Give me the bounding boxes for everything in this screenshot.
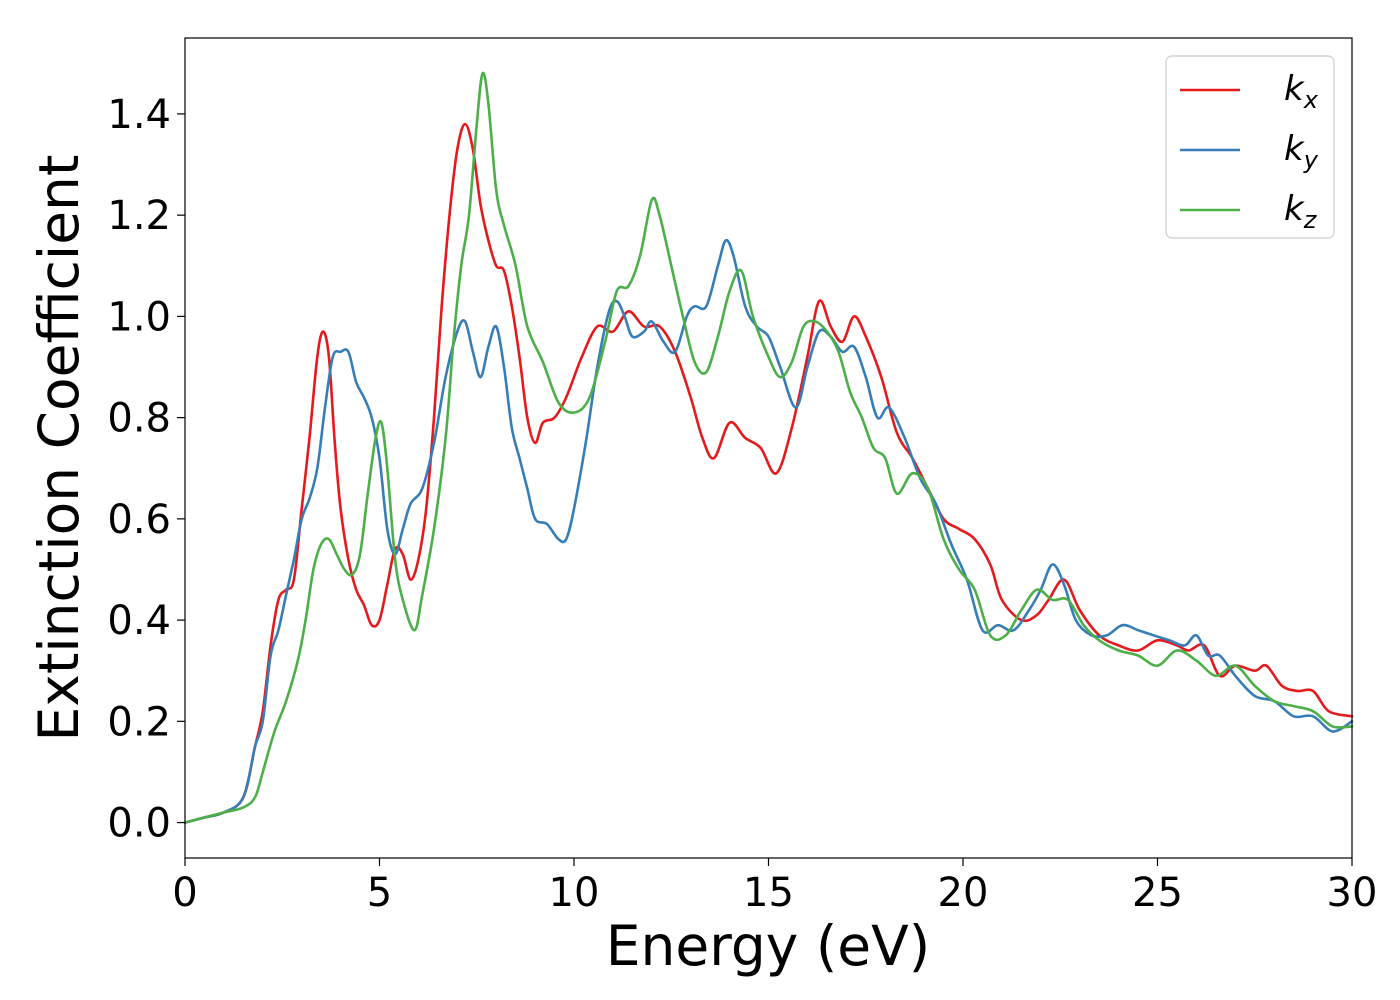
x-tick-label: 10 — [549, 870, 600, 916]
y-tick-label: 1.4 — [107, 92, 171, 138]
y-tick-label: 1.2 — [107, 193, 171, 239]
y-tick-label: 0.2 — [107, 699, 171, 745]
x-axis: 0 5 10 15 20 25 30 — [172, 858, 1377, 916]
y-axis-label: Extinction Coefficient — [27, 155, 91, 742]
x-axis-label: Energy (eV) — [606, 914, 930, 978]
y-tick-label: 0.6 — [107, 497, 171, 543]
x-tick-label: 0 — [172, 870, 197, 916]
plot-lines — [183, 71, 1354, 824]
y-tick-label: 1.0 — [107, 294, 171, 340]
y-tick-label: 0.4 — [107, 598, 171, 644]
x-tick-label: 25 — [1132, 870, 1183, 916]
legend-label-z: kz — [1284, 189, 1318, 234]
series-line-z — [183, 71, 1354, 824]
y-tick-label: 0.8 — [107, 396, 171, 442]
legend-box — [1165, 55, 1335, 239]
legend-label-x: kx — [1284, 69, 1319, 114]
series-line-y — [183, 238, 1354, 824]
x-tick-label: 20 — [938, 870, 989, 916]
x-tick-label: 5 — [367, 870, 392, 916]
x-tick-label: 30 — [1327, 870, 1378, 916]
legend-label-y: ky — [1284, 129, 1319, 174]
legend: kx ky kz — [1165, 55, 1335, 239]
y-axis: 0.0 0.2 0.4 0.6 0.8 1.0 1.2 1.4 — [107, 92, 185, 847]
x-tick-label: 15 — [743, 870, 794, 916]
series-line-x — [183, 122, 1354, 824]
y-tick-label: 0.0 — [107, 801, 171, 847]
